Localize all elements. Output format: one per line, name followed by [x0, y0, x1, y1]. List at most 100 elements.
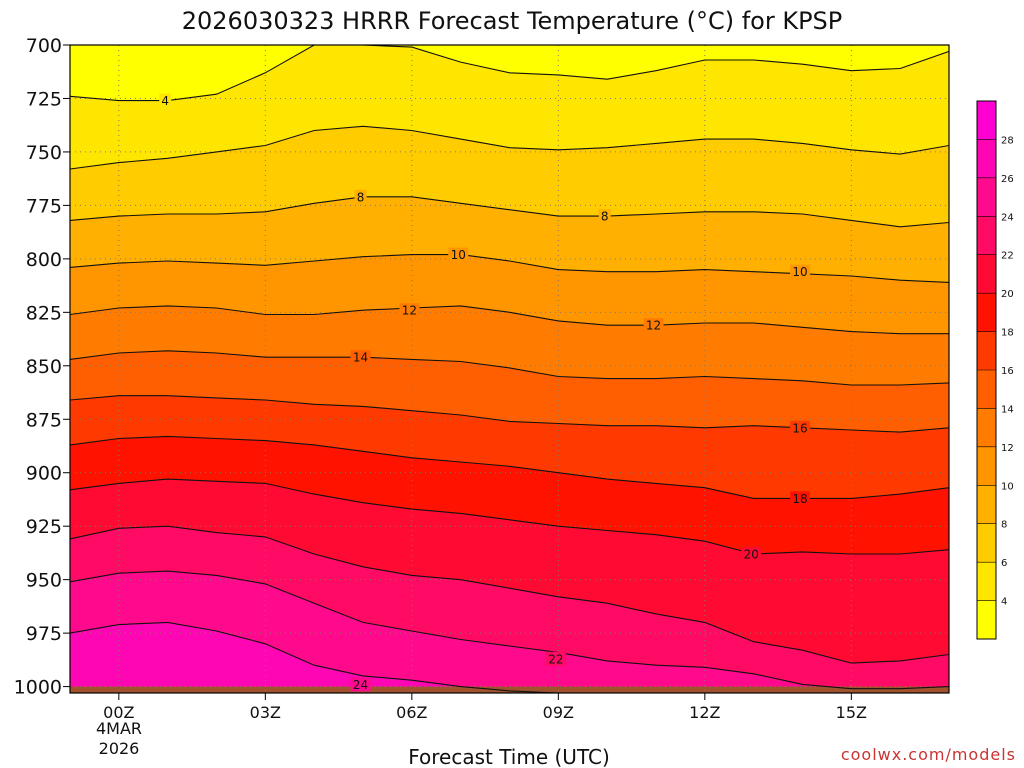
- date-label-year: 2026: [99, 739, 140, 758]
- colorbar-tick-label: 12: [1001, 443, 1014, 454]
- colorbar: 4 6 8 10 12 14 16 18 20 22 24 26 28: [976, 100, 1014, 640]
- temp-band: [70, 436, 949, 554]
- y-tick-label: 750: [26, 142, 62, 164]
- isotherm-label: 22: [548, 652, 563, 666]
- colorbar-tick-label: 26: [1001, 174, 1014, 185]
- isotherm-label-bg: [399, 303, 420, 318]
- colorbar-swatch: [977, 101, 996, 140]
- y-tick-label: 825: [26, 302, 62, 324]
- isotherm-label-bg: [350, 350, 371, 365]
- temp-band: [70, 196, 949, 283]
- isotherm-8: [70, 196, 949, 228]
- isotherm-label-bg: [350, 677, 371, 692]
- temp-band: [70, 622, 949, 693]
- x-tick-label: 09Z: [543, 703, 574, 722]
- colorbar-tick-label: 6: [1001, 558, 1007, 569]
- temp-band: [70, 305, 949, 385]
- isotherm-22: [70, 525, 949, 664]
- y-tick-label: 925: [26, 516, 62, 538]
- isotherm-label-bg: [598, 209, 611, 224]
- grid-layer: [70, 44, 949, 693]
- isotherm-label-bg: [545, 651, 566, 666]
- temp-band: [70, 526, 949, 689]
- isotherm-12: [70, 305, 949, 335]
- temp-band: [70, 571, 949, 693]
- y-axis: 700 725 750 775 800 825 850 875 900 925 950 975 1000: [14, 35, 70, 699]
- isotherm-label: 10: [451, 248, 466, 262]
- colorbar-swatch: [977, 216, 996, 255]
- x-tick-label: 15Z: [836, 703, 867, 722]
- colorbar-swatch: [977, 408, 996, 447]
- y-tick-label: 775: [26, 195, 62, 217]
- isotherm-label-bg: [643, 318, 664, 333]
- y-tick-label: 800: [26, 249, 62, 271]
- y-tick-label: 1000: [14, 677, 62, 699]
- date-label-day: 4MAR: [96, 719, 142, 738]
- ground-layer: [70, 686, 949, 693]
- y-tick-label: 700: [26, 35, 62, 57]
- temp-band: [70, 350, 949, 433]
- isotherm-4: [70, 45, 949, 102]
- y-tick-label: 875: [26, 409, 62, 431]
- isotherm-label: 24: [353, 678, 368, 692]
- x-tick-label: 06Z: [396, 703, 427, 722]
- isotherm-24: [70, 570, 949, 690]
- isotherm-label-layer: 4 8 8 10 10 12 12 14 16 18 20 22 24: [159, 93, 811, 692]
- y-tick-label: 725: [26, 88, 62, 110]
- colorbar-swatch: [977, 177, 996, 217]
- colorbar-swatch: [977, 523, 996, 563]
- x-tick-label: 03Z: [250, 703, 281, 722]
- ground-strip: [70, 686, 949, 693]
- x-axis-title: Forecast Time (UTC): [408, 745, 610, 768]
- isotherm-label: 8: [601, 210, 609, 224]
- isotherm-label: 12: [402, 304, 417, 318]
- colorbar-swatch: [977, 254, 996, 294]
- temp-band: [70, 254, 949, 334]
- y-tick-label: 975: [26, 623, 62, 645]
- isotherm-layer: [70, 45, 949, 693]
- colorbar-tick-label: 24: [1001, 212, 1014, 223]
- isotherm-label: 10: [792, 265, 807, 279]
- colorbar-swatch: [977, 370, 996, 409]
- temperature-fill-layer: [70, 45, 949, 693]
- isotherm-label: 12: [646, 319, 661, 333]
- isotherm-label: 8: [357, 190, 365, 204]
- isotherm-20: [70, 478, 949, 555]
- isotherm-label-bg: [159, 93, 172, 108]
- colorbar-swatch: [977, 446, 996, 486]
- isotherm-14: [70, 350, 949, 386]
- credit-link[interactable]: coolwx.com/models: [841, 745, 1016, 764]
- colorbar-swatch: [977, 293, 996, 332]
- colorbar-tick-label: 28: [1001, 135, 1014, 146]
- isotherm-label-bg: [741, 546, 762, 561]
- isotherm-label: 4: [161, 94, 169, 108]
- colorbar-tick-label: 10: [1001, 481, 1014, 492]
- isotherm-label: 18: [792, 492, 807, 506]
- chart-title: 2026030323 HRRR Forecast Temperature (°C…: [182, 7, 843, 35]
- colorbar-swatch: [977, 139, 996, 178]
- colorbar-tick-label: 20: [1001, 289, 1014, 300]
- colorbar-tick-label: 4: [1001, 597, 1007, 608]
- plot-frame: [69, 44, 950, 694]
- x-axis: 00Z 03Z 06Z 09Z 12Z 15Z: [103, 693, 867, 722]
- colorbar-tick-label: 18: [1001, 328, 1014, 339]
- y-tick-label: 900: [26, 463, 62, 485]
- isotherm-label-bg: [448, 247, 469, 262]
- isotherm-6: [70, 125, 949, 170]
- colorbar-tick-label: 8: [1001, 520, 1007, 531]
- y-tick-label: 850: [26, 356, 62, 378]
- colorbar-swatch: [977, 600, 996, 639]
- isotherm-label-bg: [790, 491, 811, 506]
- x-tick-label: 00Z: [103, 703, 134, 722]
- temp-band: [70, 479, 949, 664]
- temp-band: [70, 126, 949, 227]
- x-tick-label: 12Z: [689, 703, 720, 722]
- temp-band: [70, 395, 949, 499]
- isotherm-label-bg: [354, 189, 367, 204]
- isotherm-label: 20: [744, 547, 759, 561]
- isotherm-label-bg: [790, 420, 811, 435]
- colorbar-swatch: [977, 331, 996, 370]
- isotherm-label-bg: [790, 264, 811, 279]
- colorbar-tick-label: 14: [1001, 404, 1014, 415]
